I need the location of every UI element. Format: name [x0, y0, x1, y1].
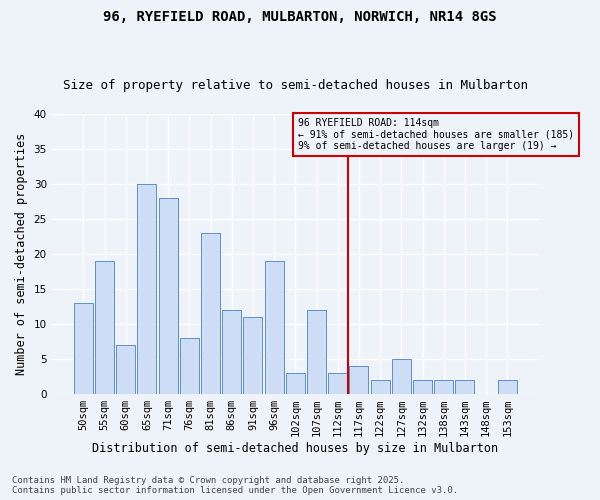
Y-axis label: Number of semi-detached properties: Number of semi-detached properties	[15, 133, 28, 375]
Text: 96, RYEFIELD ROAD, MULBARTON, NORWICH, NR14 8GS: 96, RYEFIELD ROAD, MULBARTON, NORWICH, N…	[103, 10, 497, 24]
Bar	[413, 380, 432, 394]
Bar	[158, 198, 178, 394]
X-axis label: Distribution of semi-detached houses by size in Mulbarton: Distribution of semi-detached houses by …	[92, 442, 499, 455]
Bar	[328, 373, 347, 394]
Bar	[307, 310, 326, 394]
Bar	[74, 303, 93, 394]
Text: Contains HM Land Registry data © Crown copyright and database right 2025.
Contai: Contains HM Land Registry data © Crown c…	[12, 476, 458, 495]
Bar	[349, 366, 368, 394]
Bar	[265, 261, 284, 394]
Bar	[116, 345, 135, 394]
Bar	[371, 380, 389, 394]
Bar	[498, 380, 517, 394]
Bar	[180, 338, 199, 394]
Text: 96 RYEFIELD ROAD: 114sqm
← 91% of semi-detached houses are smaller (185)
9% of s: 96 RYEFIELD ROAD: 114sqm ← 91% of semi-d…	[298, 118, 574, 152]
Bar	[201, 233, 220, 394]
Bar	[434, 380, 453, 394]
Bar	[137, 184, 157, 394]
Bar	[222, 310, 241, 394]
Bar	[95, 261, 114, 394]
Title: Size of property relative to semi-detached houses in Mulbarton: Size of property relative to semi-detach…	[63, 79, 528, 92]
Bar	[244, 317, 262, 394]
Bar	[392, 359, 411, 394]
Bar	[455, 380, 475, 394]
Bar	[286, 373, 305, 394]
